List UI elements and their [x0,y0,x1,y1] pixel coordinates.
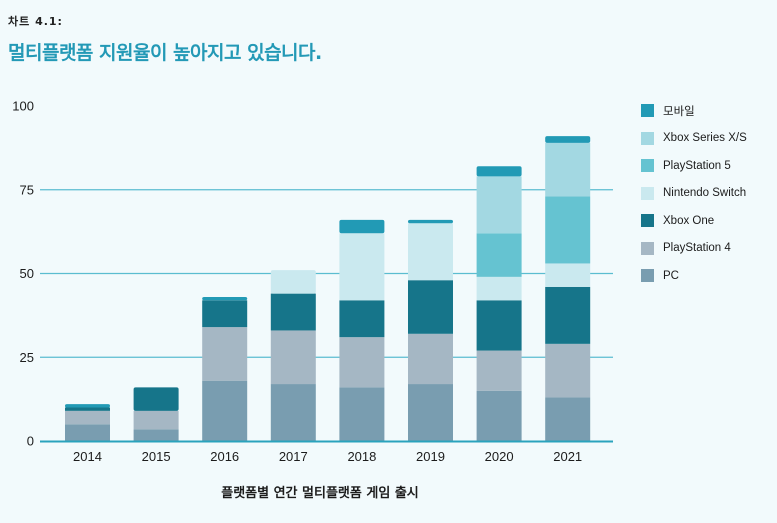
bar-segment [545,343,591,398]
bar-segment [339,387,385,441]
bar-segment [339,300,385,338]
x-axis-title: 플랫폼별 연간 멀티플랫폼 게임 출시 [221,485,419,501]
bar-stack-2016 [202,296,248,441]
bar-segment [545,136,591,143]
bar-segment [65,424,110,441]
x-tick-label: 2016 [210,449,239,464]
bar-segment [133,387,179,411]
bar-segment [476,350,522,391]
gridlines [40,189,613,358]
x-axis-ticks: 2014 2015 2016 2017 2018 2019 2020 2021 [73,449,582,464]
bar-segment [476,233,522,277]
bar-stack-2015 [133,387,179,441]
bar-stack-2021 [545,136,591,441]
x-tick-label: 2021 [553,449,582,464]
y-tick-label: 0 [27,434,34,449]
bar-segment [476,176,522,234]
bar-segment [545,263,591,287]
bar-stack-2014 [65,404,110,441]
legend-swatch [641,214,654,228]
bar-segment [339,337,385,388]
y-axis-ticks: 0 25 50 75 100 [12,99,34,449]
bar-segment [202,300,248,328]
bar-segment [65,404,110,408]
legend-item: 모바일 [641,97,747,125]
legend-label: PlayStation 5 [663,159,731,172]
bar-stack-2019 [408,219,453,441]
bar-segment [133,429,179,441]
x-tick-label: 2019 [416,449,445,464]
y-tick-label: 50 [20,266,34,281]
bar-segment [202,296,248,301]
legend: 모바일 Xbox Series X/S PlayStation 5 Nintendo … [641,97,747,290]
bar-segment [545,142,591,197]
bars [65,136,591,441]
legend-item: Xbox One [641,207,747,235]
bar-segment [133,410,179,430]
bar-segment [545,196,591,264]
bar-segment [476,276,522,301]
legend-item: Nintendo Switch [641,180,747,208]
legend-swatch [641,159,654,173]
chart-number-label: 차트 4.1: [8,15,63,28]
bar-segment [408,223,453,281]
legend-item: Xbox Series X/S [641,125,747,153]
y-tick-label: 25 [20,350,34,365]
bar-segment [408,219,453,224]
bar-segment [65,410,110,425]
x-tick-label: 2014 [73,449,102,464]
y-tick-label: 75 [20,182,34,197]
legend-item: PlayStation 4 [641,235,747,263]
bar-segment [270,293,316,331]
legend-swatch [641,269,654,283]
legend-item: PC [641,262,747,290]
legend-label: 모바일 [663,105,695,118]
bar-segment [270,384,316,441]
chart-title: 멀티플랫폼 지원율이 높아지고 있습니다. [8,42,322,64]
legend-swatch [641,241,654,255]
bar-segment [408,333,453,385]
x-tick-label: 2015 [142,449,171,464]
bar-segment [339,219,385,234]
x-tick-label: 2017 [279,449,308,464]
x-tick-label: 2018 [347,449,376,464]
bar-segment [270,270,316,294]
bar-segment [408,280,453,334]
legend-label: PlayStation 4 [663,242,731,255]
bar-segment [65,407,110,411]
legend-label: Xbox One [663,214,715,227]
legend-label: PC [663,269,679,282]
legend-swatch [641,186,654,200]
legend-swatch [641,131,654,145]
bar-segment [408,384,453,441]
bar-segment [476,166,522,177]
bar-segment [476,300,522,351]
bar-stack-2018 [339,219,385,441]
legend-label: Nintendo Switch [663,187,747,200]
bar-segment [545,286,591,344]
bar-segment [339,233,385,301]
y-tick-label: 100 [12,99,34,114]
x-tick-label: 2020 [485,449,514,464]
bar-segment [202,380,248,441]
legend-item: PlayStation 5 [641,152,747,180]
bar-stack-2020 [476,166,522,441]
bar-segment [202,327,248,381]
bar-segment [476,390,522,441]
bar-segment [545,397,591,441]
legend-label: Xbox Series X/S [663,132,747,145]
bar-stack-2017 [270,270,316,441]
bar-segment [270,330,316,385]
legend-swatch [641,104,654,118]
